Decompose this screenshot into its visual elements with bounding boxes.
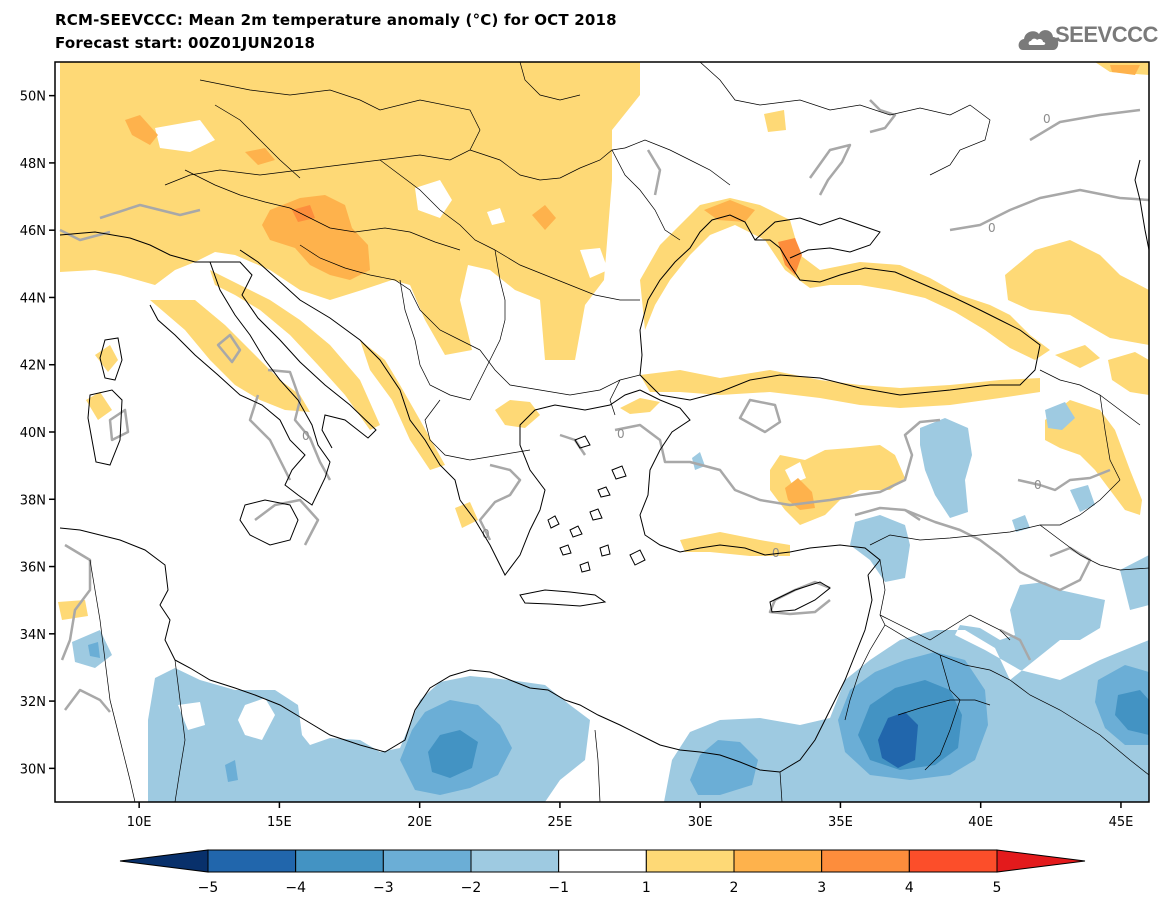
lat-tick-label: 40N: [20, 426, 46, 441]
colorbar-swatch: [821, 849, 910, 873]
lat-tick-label: 50N: [20, 90, 46, 105]
colorbar-label: −2: [461, 880, 482, 896]
seevccc-logo-text: SEEVCCC: [1055, 22, 1158, 47]
colorbar-swatch: [908, 849, 998, 873]
lat-tick-label: 42N: [20, 359, 46, 374]
warm-anomaly-gaps: [155, 120, 806, 484]
lat-tick-label: 38N: [20, 493, 46, 508]
lat-tick-label: 34N: [20, 628, 46, 643]
lon-tick-label: 10E: [127, 815, 152, 830]
colorbar-swatch: [470, 849, 560, 873]
lon-tick-label: 35E: [828, 815, 853, 830]
colorbar-label: 2: [730, 880, 739, 896]
map-title: RCM-SEEVCCC: Mean 2m temperature anomaly…: [55, 11, 617, 29]
colorbar-label: 3: [817, 880, 826, 896]
colorbar-label: −3: [373, 880, 394, 896]
colorbar-label: 1: [642, 880, 651, 896]
lon-tick-label: 20E: [407, 815, 432, 830]
zero-contour-label: 0: [1034, 478, 1042, 492]
lon-tick-label: 25E: [548, 815, 573, 830]
colorbar-swatch: [295, 849, 384, 873]
zero-contour-label: 0: [302, 429, 310, 443]
cool-anomaly-gaps: [178, 698, 275, 740]
zero-contour-label: 0: [482, 527, 490, 541]
colorbar-legend: −5 −4 −3 −2 −1 1 2 3 4 5: [119, 849, 1086, 896]
colorbar-min-triangle: [119, 849, 209, 873]
zero-contour-labels: 0 0 0 0 0 0 0: [302, 112, 1051, 560]
lon-tick-label: 40E: [968, 815, 993, 830]
colorbar-swatch: [733, 849, 823, 873]
colorbar-label: 5: [993, 880, 1002, 896]
longitude-axis: 10E 15E 20E 25E 30E 35E 40E 45E: [127, 802, 1134, 830]
colorbar-swatch: [558, 849, 647, 873]
colorbar-swatch: [645, 849, 735, 873]
lon-tick-label: 30E: [688, 815, 713, 830]
zero-contour-label: 0: [988, 221, 996, 235]
lat-tick-label: 36N: [20, 561, 46, 576]
colorbar-label: −5: [198, 880, 219, 896]
colorbar-swatch: [382, 849, 472, 873]
lon-tick-label: 45E: [1109, 815, 1134, 830]
colorbar-label: −1: [548, 880, 569, 896]
colorbar-max-triangle: [996, 849, 1086, 873]
cool-anomaly-1-2-fill: [72, 402, 1149, 802]
lat-tick-label: 46N: [20, 224, 46, 239]
lat-tick-label: 32N: [20, 695, 46, 710]
zero-contour-label: 0: [617, 427, 625, 441]
colorbar-swatch: [207, 849, 297, 873]
lat-tick-label: 44N: [20, 291, 46, 306]
coastlines: [59, 159, 1149, 773]
latitude-axis: 50N 48N 46N 44N 42N 40N 38N 36N 34N 32N 30N: [20, 90, 55, 777]
colorbar-label: 4: [905, 880, 914, 896]
zero-contour-label: 0: [772, 546, 780, 560]
forecast-start-subtitle: Forecast start: 00Z01JUN2018: [55, 34, 316, 52]
lat-tick-label: 30N: [20, 762, 46, 777]
country-borders: [89, 62, 1149, 802]
cool-anomaly-4-5-fill: [878, 712, 918, 768]
colorbar-label: −4: [285, 880, 306, 896]
lat-tick-label: 48N: [20, 157, 46, 172]
zero-contour-label: 0: [1043, 112, 1051, 126]
seevccc-cloud-logo-icon: [1018, 30, 1059, 50]
lon-tick-label: 15E: [267, 815, 292, 830]
